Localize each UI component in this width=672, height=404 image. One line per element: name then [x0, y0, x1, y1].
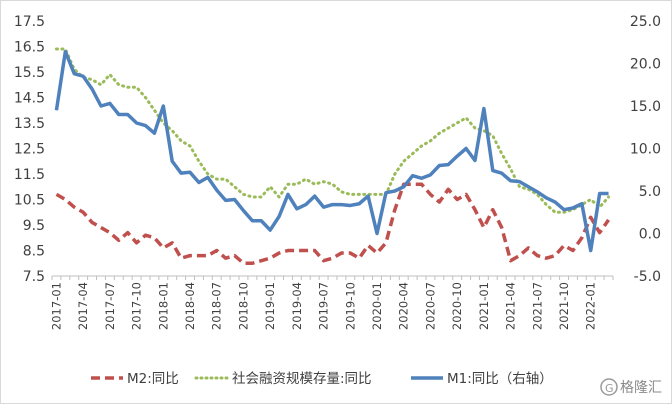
left-y-tick-label: 9.5 [23, 218, 45, 234]
x-tick-label: 2020-04 [397, 282, 411, 330]
x-tick-label: 2021-07 [530, 282, 544, 330]
left-y-tick-label: 16.5 [14, 40, 45, 56]
series-line-m2 [55, 182, 610, 265]
x-tick-label: 2021-04 [504, 282, 518, 330]
left-y-tick-label: 7.5 [23, 269, 45, 285]
x-tick-label: 2020-01 [370, 282, 384, 330]
left-y-tick-label: 11.5 [14, 167, 45, 183]
left-y-axis: 7.5 8.5 9.5 10.5 11.5 12.5 13.5 14.5 15.5 16.5 17.… [14, 14, 45, 285]
left-y-tick-label: 15.5 [14, 65, 45, 81]
x-tick-label: 2019-04 [290, 282, 304, 330]
x-tick-label: 2019-10 [343, 282, 357, 330]
left-y-tick-label: 14.5 [14, 91, 45, 107]
x-axis: 2017-01 2017-04 2017-07 2017-10 2018-01 2018-… [49, 275, 614, 330]
legend-label-m2: M2:同比 [127, 371, 179, 387]
series-line-m1 [54, 49, 609, 253]
left-y-tick-label: 17.5 [14, 14, 45, 30]
right-y-tick-label: 25.0 [630, 14, 661, 30]
x-tick-label: 2018-10 [236, 282, 250, 330]
x-tick-label: 2017-01 [49, 282, 63, 330]
legend-item-m2: M2:同比 [91, 371, 179, 387]
left-y-tick-label: 13.5 [14, 116, 45, 132]
left-y-tick-label: 10.5 [14, 193, 45, 209]
x-tick-label: 2019-07 [317, 282, 331, 330]
x-tick-label: 2018-07 [210, 282, 224, 330]
legend-label-m1: M1:同比（右轴） [447, 371, 553, 387]
x-tick-label: 2017-10 [130, 282, 144, 330]
left-y-tick-label: 8.5 [23, 244, 45, 260]
watermark: G 格隆汇 [600, 378, 662, 396]
x-tick-label: 2018-01 [156, 282, 170, 330]
right-y-tick-label: 5.0 [639, 184, 661, 200]
right-y-tick-label: -5.0 [634, 269, 661, 285]
right-y-axis: -5.0 0.0 5.0 10.0 15.0 20.0 25.0 [630, 14, 661, 285]
x-tick-label: 2020-07 [423, 282, 437, 330]
x-tick-label: 2021-01 [477, 282, 491, 330]
legend: M2:同比 社会融资规模存量:同比 M1:同比（右轴） [91, 371, 553, 387]
x-tick-label: 2017-04 [76, 282, 90, 330]
legend-item-m1: M1:同比（右轴） [411, 371, 553, 387]
watermark-text: 格隆汇 [620, 380, 662, 396]
left-y-tick-label: 12.5 [14, 142, 45, 158]
watermark-logo-glyph: G [605, 382, 614, 395]
legend-item-social-financing: 社会融资规模存量:同比 [194, 371, 372, 387]
right-y-tick-label: 10.0 [630, 142, 661, 158]
x-tick-label: 2019-01 [263, 282, 277, 330]
right-y-tick-label: 20.0 [630, 57, 661, 73]
x-tick-label: 2020-10 [450, 282, 464, 330]
watermark-logo-icon [600, 378, 618, 396]
legend-label-social-financing: 社会融资规模存量:同比 [232, 371, 372, 387]
right-y-tick-label: 15.0 [630, 99, 661, 115]
x-tick-label: 2022-01 [584, 282, 598, 330]
series-layer [54, 47, 611, 265]
x-tick-label: 2021-10 [557, 282, 571, 330]
x-tick-label: 2018-04 [183, 282, 197, 330]
right-y-tick-label: 0.0 [639, 227, 661, 243]
x-tick-label: 2017-07 [103, 282, 117, 330]
